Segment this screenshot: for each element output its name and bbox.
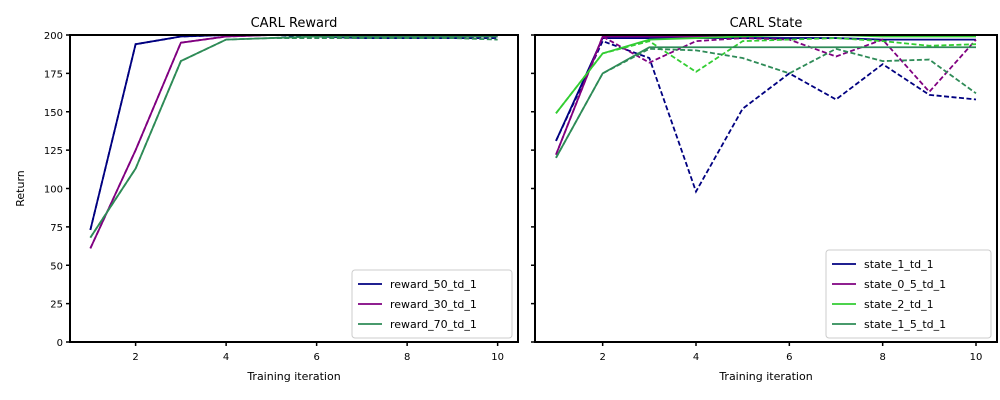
series-line: [555, 35, 977, 156]
series-line: [555, 37, 976, 142]
y-tick-label: 75: [50, 223, 63, 234]
x-tick-label: 10: [970, 352, 983, 363]
series-line: [89, 35, 498, 231]
series-line: [89, 35, 498, 249]
x-tick-label: 6: [786, 352, 792, 363]
series-group: [89, 35, 498, 249]
x-tick-label: 4: [223, 352, 229, 363]
x-tick-label: 4: [693, 352, 699, 363]
legend-label: state_1_5_td_1: [864, 318, 946, 331]
x-axis-label: Training iteration: [246, 370, 340, 383]
subplot-2: CARL State 2 4 6 8 10 Training iteration state_…: [531, 16, 998, 383]
x-axis-label: Training iteration: [718, 370, 812, 383]
legend-label: state_2_td_1: [864, 298, 934, 311]
legend: reward_50_td_1 reward_30_td_1 reward_70_td…: [351, 269, 513, 339]
series-line: [89, 35, 498, 239]
y-tick-label: 175: [44, 69, 63, 80]
y-tick-label: 100: [44, 185, 63, 196]
series-line: [555, 47, 977, 159]
y-tick-label: 0: [57, 338, 63, 349]
x-tick-label: 10: [491, 352, 504, 363]
legend-label: state_0_5_td_1: [864, 278, 946, 291]
legend: state_1_td_1 state_0_5_td_1 state_2_td_1st…: [825, 249, 992, 339]
x-tick-label: 2: [132, 352, 138, 363]
x-tick-label: 6: [313, 352, 319, 363]
x-tick-label: 8: [879, 352, 885, 363]
y-tick-label: 25: [50, 300, 63, 311]
x-tick-label: 2: [599, 352, 605, 363]
y-tick-label: 150: [44, 108, 63, 119]
y-tick-label: 200: [44, 31, 63, 42]
legend-label: reward_50_td_1: [390, 278, 477, 291]
legend-label: reward_30_td_1: [390, 298, 477, 311]
series-line: [555, 37, 977, 114]
y-tick-label: 50: [50, 261, 63, 272]
chart-title: CARL State: [730, 16, 803, 31]
chart-title: CARL Reward: [251, 16, 338, 31]
legend-label: state_1_td_1: [864, 258, 934, 271]
y-axis-label: Return: [14, 170, 27, 207]
x-tick-label: 8: [404, 352, 410, 363]
y-tick-label: 125: [44, 146, 63, 157]
series-line: [89, 35, 498, 249]
series-line: [89, 37, 498, 239]
series-line: [555, 40, 977, 194]
legend-label: reward_70_td_1: [390, 318, 477, 331]
series-line: [555, 35, 976, 156]
series-group: [555, 35, 977, 194]
